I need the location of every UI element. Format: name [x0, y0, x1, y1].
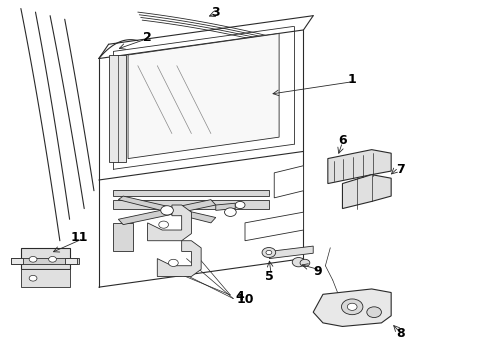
Bar: [21, 248, 70, 269]
Text: 4: 4: [236, 289, 245, 303]
Circle shape: [29, 275, 37, 281]
Polygon shape: [118, 200, 216, 225]
Text: 9: 9: [314, 265, 322, 278]
Polygon shape: [270, 246, 313, 258]
Circle shape: [342, 299, 363, 315]
Bar: [109, 55, 125, 162]
Text: 8: 8: [396, 327, 405, 340]
Circle shape: [367, 307, 381, 318]
Text: 2: 2: [143, 31, 152, 44]
Circle shape: [235, 202, 245, 208]
Text: 7: 7: [396, 163, 405, 176]
Circle shape: [262, 248, 276, 257]
Bar: [11, 257, 79, 264]
Bar: [21, 269, 70, 287]
Polygon shape: [114, 223, 133, 251]
Polygon shape: [245, 212, 303, 241]
Polygon shape: [343, 175, 391, 208]
Circle shape: [292, 257, 305, 267]
Text: 5: 5: [265, 270, 274, 283]
Polygon shape: [128, 33, 279, 158]
Text: 6: 6: [338, 134, 347, 147]
Circle shape: [300, 259, 310, 266]
Circle shape: [169, 259, 178, 266]
Polygon shape: [328, 150, 391, 184]
Circle shape: [49, 256, 56, 262]
Circle shape: [266, 250, 272, 255]
Text: 1: 1: [348, 73, 357, 86]
Circle shape: [29, 256, 37, 262]
Polygon shape: [274, 166, 303, 198]
Circle shape: [159, 221, 169, 228]
Polygon shape: [216, 203, 235, 210]
Polygon shape: [157, 241, 201, 276]
Bar: [11, 257, 24, 264]
Polygon shape: [118, 196, 216, 223]
Polygon shape: [147, 205, 192, 241]
Circle shape: [161, 206, 173, 215]
Circle shape: [347, 303, 357, 310]
Text: 3: 3: [212, 6, 220, 19]
Circle shape: [224, 208, 236, 216]
Bar: [65, 257, 77, 264]
Text: 10: 10: [236, 293, 254, 306]
Text: 11: 11: [71, 231, 88, 244]
Polygon shape: [313, 289, 391, 327]
Bar: [114, 190, 270, 196]
Bar: [114, 200, 270, 208]
